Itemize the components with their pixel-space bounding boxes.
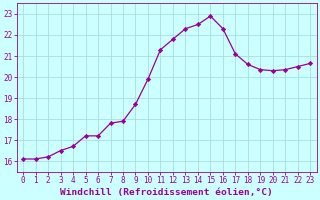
- X-axis label: Windchill (Refroidissement éolien,°C): Windchill (Refroidissement éolien,°C): [60, 188, 273, 197]
